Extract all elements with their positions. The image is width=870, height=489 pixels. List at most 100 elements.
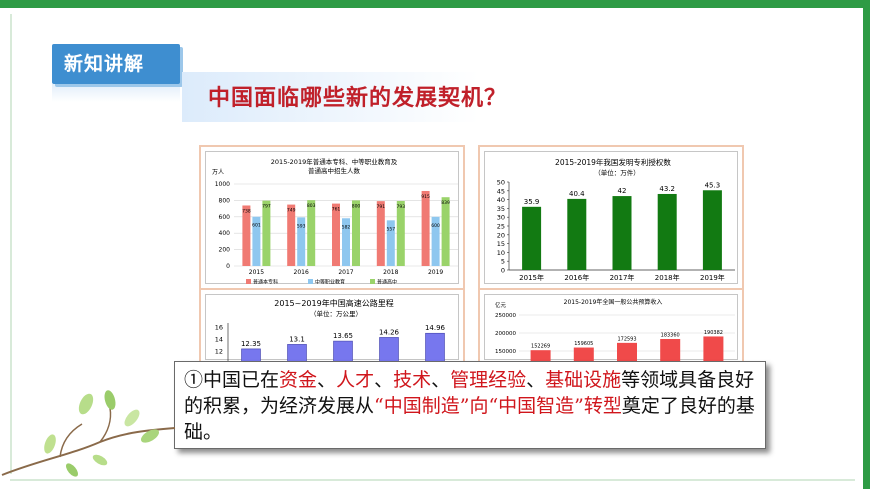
bar [379,337,399,364]
bar [660,338,681,363]
y-axis-unit: 万人 [212,169,224,176]
bar [307,200,316,266]
y-tick-label: 0 [501,267,505,275]
data-label: 738 [242,208,251,214]
y-tick-label: 15 [497,240,505,248]
y-tick-label: 12 [215,348,223,356]
y-axis-unit: 亿元 [495,301,507,309]
data-label: 152269 [531,344,550,350]
data-label: 800 [352,203,361,209]
chart-title-line2: 普通高中招生人数 [308,166,361,175]
bar [612,196,632,270]
legend-swatch [246,279,251,284]
data-label: 172593 [617,336,636,342]
bar [396,200,405,266]
heading-background [182,72,512,122]
legend-label: 普通本专科 [253,279,278,286]
data-label: 12.35 [241,340,261,348]
bar [242,205,251,266]
callout-text: 奠定了良好的基础。 [184,395,755,443]
legend-label: 中等职业教育 [315,279,345,286]
bar [421,190,430,266]
bar [297,217,306,266]
leaf-icon [104,390,116,410]
bottom-frame-line [10,479,855,481]
bar [441,197,450,266]
chart-unit-label: （单位：万件） [594,168,640,177]
data-label: 791 [377,204,386,210]
callout-sep: 、 [431,369,451,391]
x-tick-label: 2019年 [700,273,725,282]
bar [287,204,296,266]
branch-twig [59,423,83,458]
x-tick-label: 2017 [338,269,353,276]
bar [522,206,542,270]
data-label: 749 [287,208,296,214]
bar [657,193,677,270]
bar [431,216,440,266]
y-tick-label: 1000 [215,181,230,188]
x-tick-label: 2015 [249,269,264,276]
data-label: 35.9 [524,198,540,206]
callout-text: 中国已在 [203,369,280,391]
data-label: 14.26 [379,328,400,336]
callout-sep: 、 [374,369,394,391]
chart-title: 2015-2019年我国发明专利授权数 [555,157,671,167]
chart-patents-svg: 2015-2019年我国发明专利授权数 （单位：万件） 051015202530… [497,157,735,282]
x-tick-label: 2016年 [564,273,589,282]
legend-label: 普通高中 [377,279,397,286]
branch-stem [1,427,176,476]
data-label: 793 [397,204,406,210]
section-badge: 新知讲解 [52,44,180,84]
y-tick-label: 50 [497,179,505,187]
data-label: 557 [387,226,396,232]
bar [425,332,445,364]
branch-twig [99,407,112,443]
chart-enrollment: 2015-2019年普通本专科、中等职业教育及 普通高中招生人数 万人 0 200… [199,145,465,290]
callout-text: 等领域具备良好的积累，为经济发展从 [184,369,755,417]
bar [376,201,385,266]
x-tick-label: 2018年 [655,273,680,282]
data-label: 45.3 [705,181,721,189]
data-label: 839 [441,200,450,206]
bar [573,347,594,363]
x-tick-label: 2017年 [610,273,635,282]
legend-swatch [370,279,375,284]
y-tick-label: 250000 [495,313,516,319]
chart-title-line1: 2015-2019年普通本专科、中等职业教育及 [271,157,398,166]
data-label: 797 [262,204,271,210]
data-label: 13.65 [333,332,353,340]
data-label: 40.4 [569,190,585,198]
y-tick-label: 200 [219,247,231,254]
bar [386,220,395,266]
data-label: 14.96 [425,324,446,332]
highlight-management: 管理经验 [450,369,527,391]
highlight-funds: 资金 [279,369,318,391]
legend-swatch [308,279,313,284]
slide-heading: 中国面临哪些新的发展契机？ [208,86,508,111]
callout-box: ①中国已在资金、人才、技术、管理经验、基础设施等领域具备良好的积累，为经济发展从… [174,361,766,449]
item-number: ① [184,369,204,391]
y-tick-label: 30 [497,214,505,222]
x-tick-label: 2015年 [519,273,544,282]
bar [262,200,271,266]
bar [252,216,261,266]
y-tick-label: 200000 [495,331,516,337]
data-label: 190382 [704,330,723,336]
chart-highways: 2015~2019年中国高速公路里程 （单位：万公里） 1012141612.3… [199,288,465,368]
bar [530,350,551,363]
highlight-transformation: “中国制造”向“中国智造”转型 [374,395,622,417]
y-tick-label: 40 [497,196,505,204]
data-label: 601 [252,223,261,229]
y-tick-label: 14 [215,336,223,344]
callout-sep: 、 [526,369,546,391]
y-tick-label: 800 [219,197,231,204]
y-tick-label: 600 [219,214,231,221]
y-tick-label: 35 [497,205,505,213]
y-tick-label: 16 [215,324,223,332]
data-label: 13.1 [289,335,305,343]
bar [332,203,340,266]
data-label: 159605 [574,341,593,347]
leaf-icon [124,409,140,427]
highlight-technology: 技术 [393,369,432,391]
